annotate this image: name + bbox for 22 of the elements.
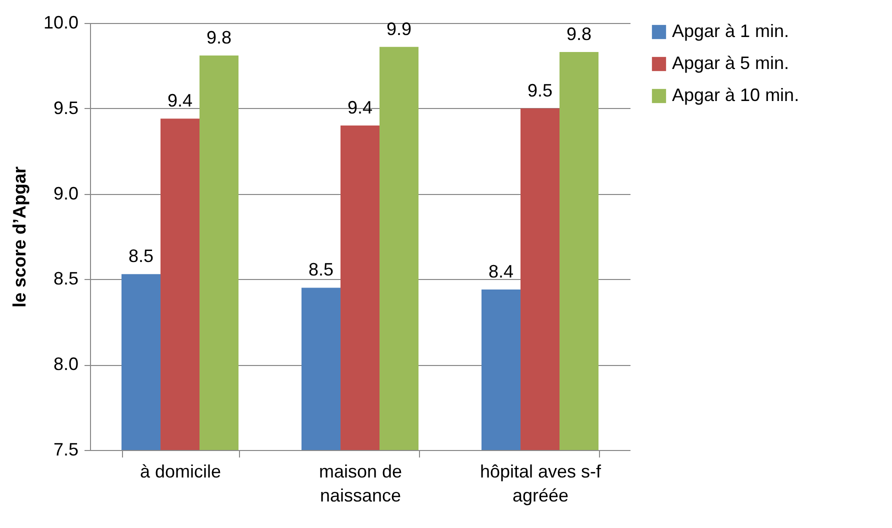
x-tick-label: hôpital aves s-f agréée bbox=[480, 462, 602, 506]
data-label: 8.4 bbox=[488, 261, 514, 282]
y-axis-title: le score d’Apgar bbox=[9, 166, 30, 308]
data-label: 9.8 bbox=[206, 27, 232, 48]
data-label: 9.5 bbox=[527, 80, 553, 100]
data-label: 9.8 bbox=[566, 24, 592, 44]
y-tick-label: 10.0 bbox=[43, 12, 78, 32]
y-tick-label: 8.5 bbox=[53, 268, 78, 289]
data-label: 9.9 bbox=[386, 18, 412, 39]
legend-label: Apgar à 5 min. bbox=[672, 53, 790, 73]
data-label: 8.5 bbox=[128, 246, 154, 266]
legend-label: Apgar à 10 min. bbox=[672, 85, 800, 105]
y-tick-label: 7.5 bbox=[53, 440, 78, 460]
legend-label: Apgar à 1 min. bbox=[672, 21, 790, 41]
x-tick-label: à domicile bbox=[140, 462, 222, 482]
y-tick-label: 9.5 bbox=[53, 98, 78, 118]
data-label: 9.4 bbox=[347, 97, 373, 118]
x-tick-label: maison de naissance bbox=[318, 462, 402, 506]
data-label: 9.4 bbox=[167, 90, 193, 111]
y-tick-label: 9.0 bbox=[53, 183, 78, 204]
y-tick-label: 8.0 bbox=[53, 354, 78, 374]
data-label: 8.5 bbox=[308, 260, 334, 280]
